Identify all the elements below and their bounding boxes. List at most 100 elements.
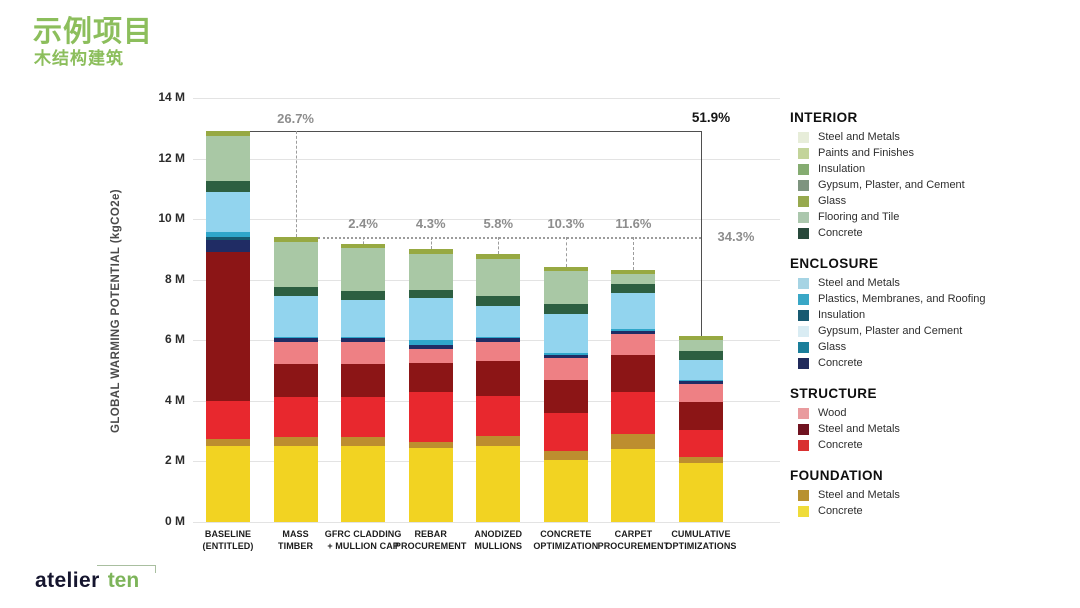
legend-swatch (798, 277, 809, 289)
legend-swatch (798, 489, 809, 501)
bar-segment-enclosure_steel (678, 359, 723, 380)
bar-segment-foundation_steel (678, 456, 723, 463)
bar-segment-structure_steel (476, 361, 521, 397)
x-axis-label-line: GFRC CLADDING (324, 529, 402, 539)
legend-swatch (798, 195, 809, 207)
bar-segment-interior_flooring (543, 270, 588, 304)
legend-item-label: Gypsum, Plaster and Cement (818, 325, 963, 337)
bar-segment-foundation_concrete (543, 459, 588, 522)
dashed-connector (565, 237, 567, 267)
legend-item-label: Gypsum, Plaster, and Cement (818, 179, 965, 191)
bar-segment-structure_concrete (476, 396, 521, 436)
x-axis-label-line: TIMBER (278, 540, 314, 551)
bar-segment-enclosure_plastics (611, 329, 656, 331)
legend-swatch (798, 357, 809, 369)
bar-segment-enclosure_steel (206, 191, 250, 232)
legend-section-title: STRUCTURE (790, 386, 877, 401)
bar-segment-structure_steel (341, 363, 386, 398)
bar-segment-interior_flooring (341, 248, 386, 292)
bar-segment-structure_wood (611, 334, 656, 356)
bar-segment-structure_wood (273, 342, 318, 364)
legend-item-label: Steel and Metals (818, 423, 900, 435)
bracket-line-horizontal (250, 131, 701, 133)
bar-segment-interior_concrete (273, 287, 318, 297)
legend-item-label: Wood (818, 407, 847, 419)
x-axis-label-line: (ENTITLED) (202, 540, 254, 551)
y-axis-tick-label: 0 M (164, 514, 185, 528)
legend-item-label: Insulation (818, 309, 866, 321)
bar-segment-structure_concrete (543, 412, 588, 451)
x-axis-label-line: CARPET (614, 529, 653, 539)
legend-item: Wood (798, 407, 1076, 419)
legend-section-title: ENCLOSURE (790, 256, 879, 271)
legend-item: Paints and Finishes (798, 147, 1076, 159)
legend-swatch (798, 293, 809, 305)
legend-item: Concrete (798, 357, 1076, 369)
x-axis-label-line: CUMULATIVE (671, 529, 731, 539)
legend-item: Concrete (798, 439, 1076, 451)
logo-text-primary: atelier (35, 569, 100, 592)
legend-section-structure: STRUCTURE Wood Steel and Metals Concrete (790, 386, 1076, 451)
legend-section-foundation: FOUNDATION Steel and Metals Concrete (790, 468, 1076, 517)
x-axis-label-line: BASELINE (204, 529, 252, 539)
legend-item: Concrete (798, 227, 1076, 239)
legend-swatch (798, 439, 809, 451)
bar-segment-interior_flooring (206, 136, 250, 182)
legend-item: Plastics, Membranes, and Roofing (798, 293, 1076, 305)
legend-item-label: Steel and Metals (818, 277, 900, 289)
x-axis-label-line: MULLIONS (474, 540, 523, 551)
x-axis-label: BASELINE (ENTITLED) (186, 529, 270, 552)
bar-segment-structure_wood (408, 349, 453, 363)
y-axis-tick-label: 12 M (158, 150, 185, 165)
bar-segment-structure_concrete (273, 397, 318, 437)
bar-segment-interior_flooring (678, 340, 723, 351)
reduction-label-cumulative: 51.9% (691, 110, 731, 126)
logo-bracket-mark (97, 565, 156, 573)
legend-item: Insulation (798, 309, 1076, 321)
legend-item-label: Steel and Metals (818, 131, 900, 143)
bar-segment-foundation_steel (273, 436, 318, 447)
x-axis-label-line: REBAR (414, 529, 447, 539)
x-axis-label-line: MASS (282, 529, 309, 539)
bar-segment-enclosure_concrete (476, 338, 521, 342)
legend-item: Steel and Metals (798, 423, 1076, 435)
bar-segment-structure_wood (341, 342, 386, 364)
bar-segment-enclosure_steel (341, 300, 386, 337)
y-axis-tick-label: 10 M (158, 211, 185, 226)
bar-segment-structure_wood (543, 358, 588, 380)
bar-segment-structure_concrete (206, 400, 250, 439)
legend-item-label: Steel and Metals (818, 489, 900, 501)
bar-segment-structure_wood (476, 341, 521, 362)
bar-segment-enclosure_concrete (408, 344, 453, 350)
bar-segment-interior_glass (476, 253, 521, 259)
x-axis-label: CONCRETE OPTIMIZATION (524, 529, 608, 552)
running-total-label: 34.3% (717, 229, 755, 245)
bar-segment-structure_steel (273, 363, 318, 398)
y-axis-tick-label: 4 M (164, 392, 185, 407)
bar-segment-structure_steel (611, 355, 656, 392)
legend-swatch (798, 407, 809, 419)
legend-swatch (798, 341, 809, 353)
legend-swatch (798, 325, 809, 337)
legend-item: Glass (798, 341, 1076, 353)
y-axis-title: GLOBAL WARMING POTENTIAL (kgCO2e) (110, 188, 122, 434)
bar-segment-structure_concrete (408, 391, 453, 442)
dotted-running-line (317, 237, 701, 240)
x-axis-label: CARPET PROCUREMENT (591, 529, 675, 552)
bar-segment-foundation_concrete (678, 462, 723, 522)
bar-segment-structure_wood (678, 384, 723, 403)
bar-segment-enclosure_concrete (611, 330, 656, 335)
bar-segment-enclosure_plastics (408, 340, 453, 345)
legend-swatch (798, 163, 809, 175)
bar-segment-interior_glass (273, 237, 318, 242)
bar-segment-interior_flooring (611, 273, 656, 285)
legend-swatch (798, 179, 809, 191)
bar-segment-enclosure_insulation (206, 237, 250, 240)
legend-item-label: Plastics, Membranes, and Roofing (818, 293, 986, 305)
x-axis-label-line: + MULLION CAP (327, 540, 399, 551)
legend-section-enclosure: ENCLOSURE Steel and Metals Plastics, Membr… (790, 256, 1076, 369)
bar-segment-interior_concrete (206, 181, 250, 192)
legend-item-label: Paints and Finishes (818, 147, 914, 159)
legend-item-label: Concrete (818, 357, 863, 369)
bar-segment-enclosure_concrete (678, 381, 723, 385)
